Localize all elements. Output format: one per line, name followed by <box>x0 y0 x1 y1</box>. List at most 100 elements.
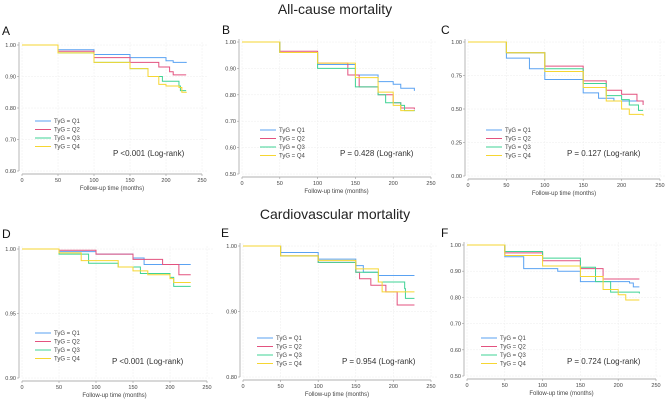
y-tick-label: 1.00 <box>225 40 236 46</box>
p-value-annotation: P = 0.954 (Log-rank) <box>342 357 416 366</box>
x-tick-label: 100 <box>89 178 98 184</box>
y-tick-label: 0.00 <box>451 174 462 180</box>
x-tick-label: 150 <box>579 183 588 189</box>
x-tick-label: 250 <box>202 385 211 391</box>
km-curve-q2 <box>242 41 415 110</box>
y-tick-label: 0.80 <box>225 93 236 99</box>
panel-letter: E <box>221 226 229 240</box>
x-tick-label: 50 <box>502 383 508 389</box>
y-tick-label: 1.00 <box>450 243 461 249</box>
km-curve-q4 <box>468 41 644 116</box>
legend-label: TyG = Q4 <box>54 357 81 363</box>
legend-label: TyG = Q3 <box>505 145 532 151</box>
km-curve-q1 <box>242 41 415 91</box>
panel-letter: C <box>441 23 450 37</box>
section-title-all-cause: All-cause mortality <box>278 1 392 17</box>
x-tick-label: 100 <box>540 183 549 189</box>
x-tick-label: 50 <box>55 178 61 184</box>
x-tick-label: 150 <box>125 178 134 184</box>
y-tick-label: 0.50 <box>225 172 236 178</box>
legend-label: TyG = Q4 <box>279 154 306 160</box>
y-tick-label: 0.90 <box>5 376 16 382</box>
p-value-annotation: P <0.001 (Log-rank) <box>112 357 184 366</box>
panel-letter: A <box>2 24 10 38</box>
legend-label: TyG = Q2 <box>54 340 81 346</box>
km-curve-q3 <box>467 244 640 294</box>
x-tick-label: 250 <box>651 383 660 389</box>
legend-label: TyG = Q3 <box>276 353 303 359</box>
y-tick-label: 0.50 <box>450 374 461 380</box>
legend-label: TyG = Q1 <box>276 336 303 342</box>
x-tick-label: 0 <box>20 385 23 391</box>
x-tick-label: 200 <box>161 178 170 184</box>
legend-label: TyG = Q2 <box>276 345 303 351</box>
x-tick-label: 50 <box>277 181 283 187</box>
section-title-cardiovascular: Cardiovascular mortality <box>260 206 410 222</box>
y-tick-label: 0.95 <box>5 312 16 318</box>
panel-a: A 0.60 0.70 0.80 0.90 1.00 0 50 100 150 200 250 Foll… <box>2 24 208 192</box>
x-tick-label: 250 <box>197 178 206 184</box>
panel-f: F 0.50 0.60 0.70 0.80 0.90 1.00 0 50 100 150 200 250… <box>441 226 662 397</box>
km-curve-q3 <box>22 44 187 92</box>
km-curve-q4 <box>242 41 415 112</box>
x-tick-label: 100 <box>313 181 322 187</box>
panel-letter: D <box>2 227 11 241</box>
y-tick-label: 0.90 <box>225 66 236 72</box>
x-axis-label: Follow-up time (months) <box>532 191 596 197</box>
legend-label: TyG = Q4 <box>276 362 303 368</box>
x-tick-label: 0 <box>465 383 468 389</box>
y-tick-label: 0.60 <box>450 348 461 354</box>
y-tick-label: 0.60 <box>225 146 236 152</box>
x-tick-label: 150 <box>351 384 360 390</box>
y-tick-label: 1.00 <box>451 40 462 46</box>
x-axis-label: Follow-up time (months) <box>305 392 369 398</box>
panel-letter: F <box>441 226 448 240</box>
x-tick-label: 200 <box>389 384 398 390</box>
km-curve-q1 <box>467 244 640 288</box>
y-tick-label: 0.70 <box>450 322 461 328</box>
legend-label: TyG = Q1 <box>505 128 532 134</box>
y-tick-label: 0.80 <box>226 375 237 381</box>
p-value-annotation: P = 0.127 (Log-rank) <box>567 149 641 158</box>
km-curve-q3 <box>243 245 415 299</box>
legend-label: TyG = Q3 <box>500 353 527 359</box>
legend-label: TyG = Q4 <box>505 154 532 160</box>
x-tick-label: 50 <box>56 385 62 391</box>
y-tick-label: 0.60 <box>5 169 16 175</box>
legend-label: TyG = Q1 <box>54 119 81 125</box>
legend-label: TyG = Q4 <box>500 362 527 368</box>
legend-label: TyG = Q4 <box>54 145 81 151</box>
km-curve-q1 <box>22 44 187 63</box>
y-tick-label: 0.80 <box>450 295 461 301</box>
legend-label: TyG = Q1 <box>54 331 81 337</box>
legend-label: TyG = Q2 <box>500 345 527 351</box>
x-axis-label: Follow-up time (months) <box>529 391 593 397</box>
panel-b: B 0.50 0.60 0.70 0.80 0.90 1.00 0 50 100 150 200 250… <box>222 23 437 195</box>
y-tick-label: 1.00 <box>5 247 16 253</box>
legend-label: TyG = Q2 <box>54 128 81 134</box>
x-tick-label: 100 <box>538 383 547 389</box>
x-tick-label: 250 <box>426 384 435 390</box>
panel-c: C 0.00 0.25 0.50 0.75 1.00 0 50 100 150 200 250 Foll… <box>441 23 666 197</box>
y-tick-label: 0.90 <box>450 269 461 275</box>
x-tick-label: 0 <box>241 384 244 390</box>
p-value-annotation: P = 0.428 (Log-rank) <box>340 149 414 158</box>
x-tick-label: 0 <box>240 181 243 187</box>
x-tick-label: 200 <box>389 181 398 187</box>
x-tick-label: 150 <box>351 181 360 187</box>
panel-letter: B <box>222 23 230 37</box>
km-curve-q4 <box>22 248 191 284</box>
y-tick-label: 1.00 <box>5 43 16 49</box>
x-tick-label: 150 <box>128 385 137 391</box>
y-tick-label: 0.50 <box>451 107 462 113</box>
x-tick-label: 250 <box>655 183 664 189</box>
km-curve-q2 <box>22 248 191 276</box>
km-curve-q2 <box>22 44 187 76</box>
x-tick-label: 200 <box>165 385 174 391</box>
y-tick-label: 0.90 <box>5 75 16 81</box>
y-tick-label: 0.80 <box>5 106 16 112</box>
x-axis-label: Follow-up time (months) <box>82 393 146 399</box>
x-tick-label: 200 <box>617 183 626 189</box>
panel-e: E 0.80 0.90 1.00 0 50 100 150 200 250 Follow-up ti… <box>221 226 437 398</box>
km-curve-q4 <box>22 44 187 93</box>
